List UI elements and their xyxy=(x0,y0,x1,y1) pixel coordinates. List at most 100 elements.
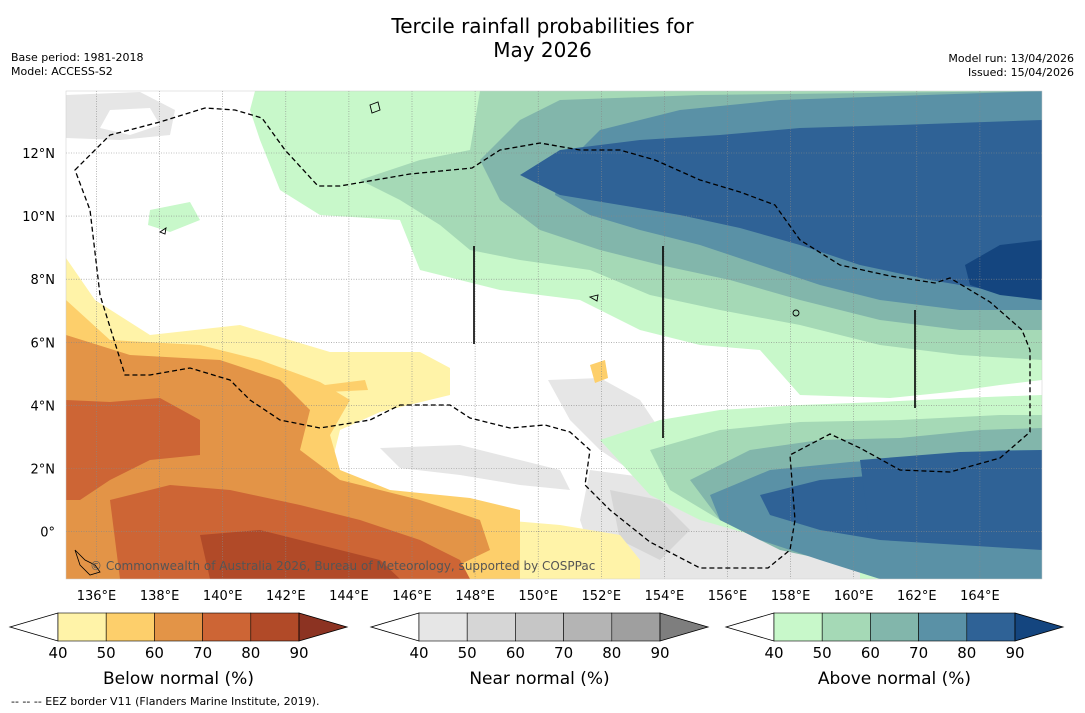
lon-tick-label: 144°E xyxy=(329,589,369,604)
lon-tick-label: 160°E xyxy=(834,589,874,604)
colorbar-segment xyxy=(870,612,919,642)
colorbar-tick: 70 xyxy=(554,644,573,662)
colorbar-extend-high xyxy=(659,612,710,642)
lon-tick-label: 138°E xyxy=(140,589,180,604)
below-normal-80 xyxy=(200,530,400,579)
colorbar-tick: 40 xyxy=(409,644,428,662)
near-normal-region-south xyxy=(380,445,570,490)
colorbar-tick: 60 xyxy=(145,644,164,662)
island-outline xyxy=(792,309,800,317)
lat-tick-label: 6°N xyxy=(31,336,56,351)
map-frame xyxy=(65,90,1043,580)
colorbar-tick: 90 xyxy=(650,644,669,662)
lon-tick-label: 152°E xyxy=(582,589,622,604)
colorbar-segment xyxy=(154,612,203,642)
lon-tick-label: 150°E xyxy=(518,589,558,604)
lon-tick-label: 142°E xyxy=(266,589,306,604)
longitude-labels: 136°E 138°E 140°E 142°E 144°E 146°E 148°E 150°E… xyxy=(77,589,1000,604)
lat-tick-label: 10°N xyxy=(22,210,55,225)
colorbar-label: Above normal (%) xyxy=(818,669,971,689)
copyright-text: © Commonwealth of Australia 2026, Bureau… xyxy=(90,559,595,573)
colorbar-segment xyxy=(202,612,252,642)
colorbar-tick: 70 xyxy=(909,644,928,662)
colorbar-near: 40 50 60 70 80 90 Near normal (%) xyxy=(369,612,710,689)
footnote: -- -- -- EEZ border V11 (Flanders Marine… xyxy=(11,695,320,708)
lat-tick-label: 4°N xyxy=(31,399,56,414)
above-normal-40-patch xyxy=(148,202,200,232)
above-normal-80-south-east xyxy=(860,450,1042,545)
colorbar-extend-low xyxy=(724,612,775,642)
colorbar-tick: 60 xyxy=(506,644,525,662)
colorbar-tick: 40 xyxy=(48,644,67,662)
lon-tick-label: 146°E xyxy=(392,589,432,604)
lat-tick-label: 0° xyxy=(40,526,55,541)
issued-date: Issued: 15/04/2026 xyxy=(967,66,1074,79)
colorbar-tick: 90 xyxy=(1005,644,1024,662)
colorbar-segment xyxy=(563,612,613,642)
lon-tick-label: 162°E xyxy=(897,589,937,604)
white-region-nw xyxy=(100,108,160,135)
title-line-1: Tercile rainfall probabilities for xyxy=(391,14,694,38)
colorbar-segment xyxy=(105,612,155,642)
colorbar-tick: 90 xyxy=(289,644,308,662)
lon-tick-label: 156°E xyxy=(708,589,748,604)
island-outline xyxy=(74,549,101,576)
colorbar-segment xyxy=(773,612,823,642)
colorbar-above: 40 50 60 70 80 90 Above normal (%) xyxy=(724,612,1065,689)
meta-right: Model run: 13/04/2026 Issued: 15/04/2026 xyxy=(948,52,1074,80)
island-outline xyxy=(369,101,381,114)
map-title: Tercile rainfall probabilities for May 2… xyxy=(0,14,1085,62)
colorbar-tick: 60 xyxy=(861,644,880,662)
colorbar-label: Near normal (%) xyxy=(469,669,609,689)
above-normal-80-north xyxy=(520,120,1042,300)
meta-left: Base period: 1981-2018 Model: ACCESS-S2 xyxy=(11,51,143,79)
base-period: Base period: 1981-2018 xyxy=(11,51,144,64)
lon-tick-label: 158°E xyxy=(771,589,811,604)
colorbar-segment xyxy=(57,612,107,642)
above-normal-90 xyxy=(965,240,1042,300)
lat-tick-label: 12°N xyxy=(22,147,55,162)
colorbar-tick: 80 xyxy=(957,644,976,662)
latitude-labels: 12°N 10°N 8°N 6°N 4°N 2°N 0° xyxy=(22,147,55,541)
lon-tick-label: 136°E xyxy=(77,589,117,604)
colorbar-extend-low xyxy=(369,612,420,642)
colorbar-tick: 80 xyxy=(602,644,621,662)
lon-tick-label: 154°E xyxy=(645,589,685,604)
colorbar-tick: 50 xyxy=(813,644,832,662)
below-normal-70-south xyxy=(110,485,470,579)
colorbars: 40 50 60 70 80 90 Below normal (%) 40 50 60 70 80 90… xyxy=(8,612,1065,689)
below-normal-70-west xyxy=(66,398,200,500)
colorbar-extend-high xyxy=(1014,612,1065,642)
island-outline xyxy=(588,294,599,302)
colorbar-segment xyxy=(821,612,871,642)
colorbar-tick: 80 xyxy=(241,644,260,662)
lon-tick-label: 148°E xyxy=(455,589,495,604)
colorbar-segment xyxy=(466,612,516,642)
near-normal-50-se xyxy=(610,490,690,560)
model-name: Model: ACCESS-S2 xyxy=(11,65,113,78)
graticule xyxy=(66,91,1042,579)
title-line-2: May 2026 xyxy=(493,38,592,62)
colorbar-tick: 50 xyxy=(97,644,116,662)
map-area: © Commonwealth of Australia 2026, Bureau… xyxy=(66,91,1042,579)
lat-tick-label: 2°N xyxy=(31,463,56,478)
lon-tick-label: 140°E xyxy=(203,589,243,604)
colorbar-segment xyxy=(515,612,564,642)
colorbar-segment xyxy=(966,612,1016,642)
colorbar-segment xyxy=(918,612,968,642)
below-normal-50-patch xyxy=(325,380,368,392)
colorbar-segment xyxy=(418,612,468,642)
colorbar-segment xyxy=(611,612,661,642)
lat-tick-label: 8°N xyxy=(31,273,56,288)
colorbar-extend-low xyxy=(8,612,59,642)
colorbar-extend-high xyxy=(298,612,349,642)
colorbar-below: 40 50 60 70 80 90 Below normal (%) xyxy=(8,612,349,689)
lon-tick-label: 164°E xyxy=(960,589,1000,604)
colorbar-label: Below normal (%) xyxy=(103,669,254,689)
colorbar-segment xyxy=(250,612,300,642)
eez-border xyxy=(74,107,1031,569)
island-outline xyxy=(159,227,167,235)
colorbar-tick: 70 xyxy=(193,644,212,662)
below-normal-50-dot xyxy=(590,360,608,383)
